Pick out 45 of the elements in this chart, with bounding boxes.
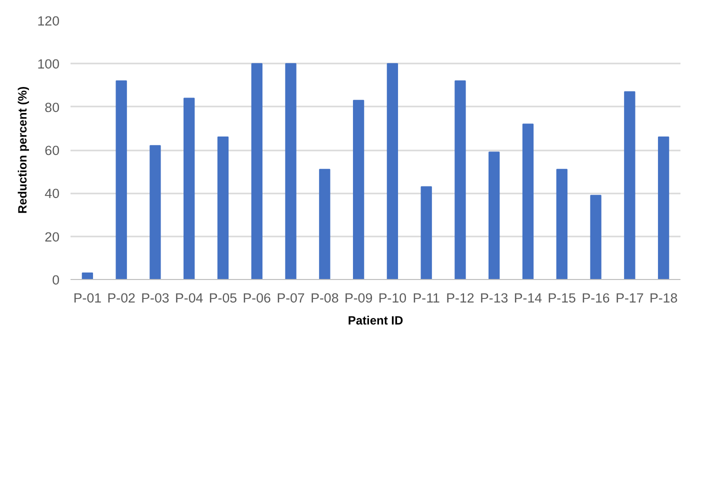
bar (251, 63, 262, 280)
bar (184, 98, 195, 280)
x-tick-label: P-17 (616, 290, 644, 306)
x-tick-label: P-13 (480, 290, 508, 306)
bar (454, 80, 466, 280)
x-tick-label: P-04 (175, 290, 204, 306)
y-tick-label: 60 (44, 143, 60, 158)
x-tick-label: P-05 (208, 290, 238, 306)
bar (352, 100, 364, 280)
bar (82, 272, 94, 280)
x-tick-label: P-12 (446, 290, 474, 306)
y-tick-label: 120 (37, 14, 60, 28)
bar (150, 145, 161, 280)
x-tick-label: P-02 (107, 290, 136, 306)
y-axis-title: Reduction percent (%) (15, 86, 30, 214)
x-tick-label: P-03 (141, 290, 170, 306)
x-tick-label: P-15 (548, 290, 576, 306)
x-tick-label: P-16 (582, 290, 610, 306)
y-tick-label: 80 (44, 100, 60, 115)
bar (624, 91, 636, 280)
bar (488, 152, 500, 280)
x-tick-label: P-01 (73, 290, 102, 306)
x-tick-label: P-08 (310, 290, 339, 306)
bar (556, 168, 568, 280)
bar (590, 194, 602, 280)
bar (522, 124, 534, 280)
y-tick-label: 0 (52, 272, 60, 288)
x-tick-label: P-07 (276, 290, 305, 306)
bar (658, 136, 670, 280)
x-axis-title: Patient ID (348, 314, 404, 328)
bar (285, 63, 296, 280)
bar (217, 136, 229, 280)
y-tick-label: 20 (44, 229, 60, 244)
y-tick-label: 100 (37, 56, 60, 72)
x-tick-label: P-14 (514, 290, 543, 306)
y-tick-label: 40 (44, 186, 60, 202)
x-tick-label: P-10 (378, 290, 407, 306)
bar (420, 186, 432, 280)
x-tick-label: P-09 (344, 290, 373, 306)
x-tick-label: P-11 (412, 290, 440, 306)
bar (319, 168, 330, 280)
bar (116, 80, 127, 280)
x-tick-label: P-18 (649, 290, 678, 306)
x-tick-label: P-06 (242, 290, 271, 306)
bar (386, 63, 398, 280)
